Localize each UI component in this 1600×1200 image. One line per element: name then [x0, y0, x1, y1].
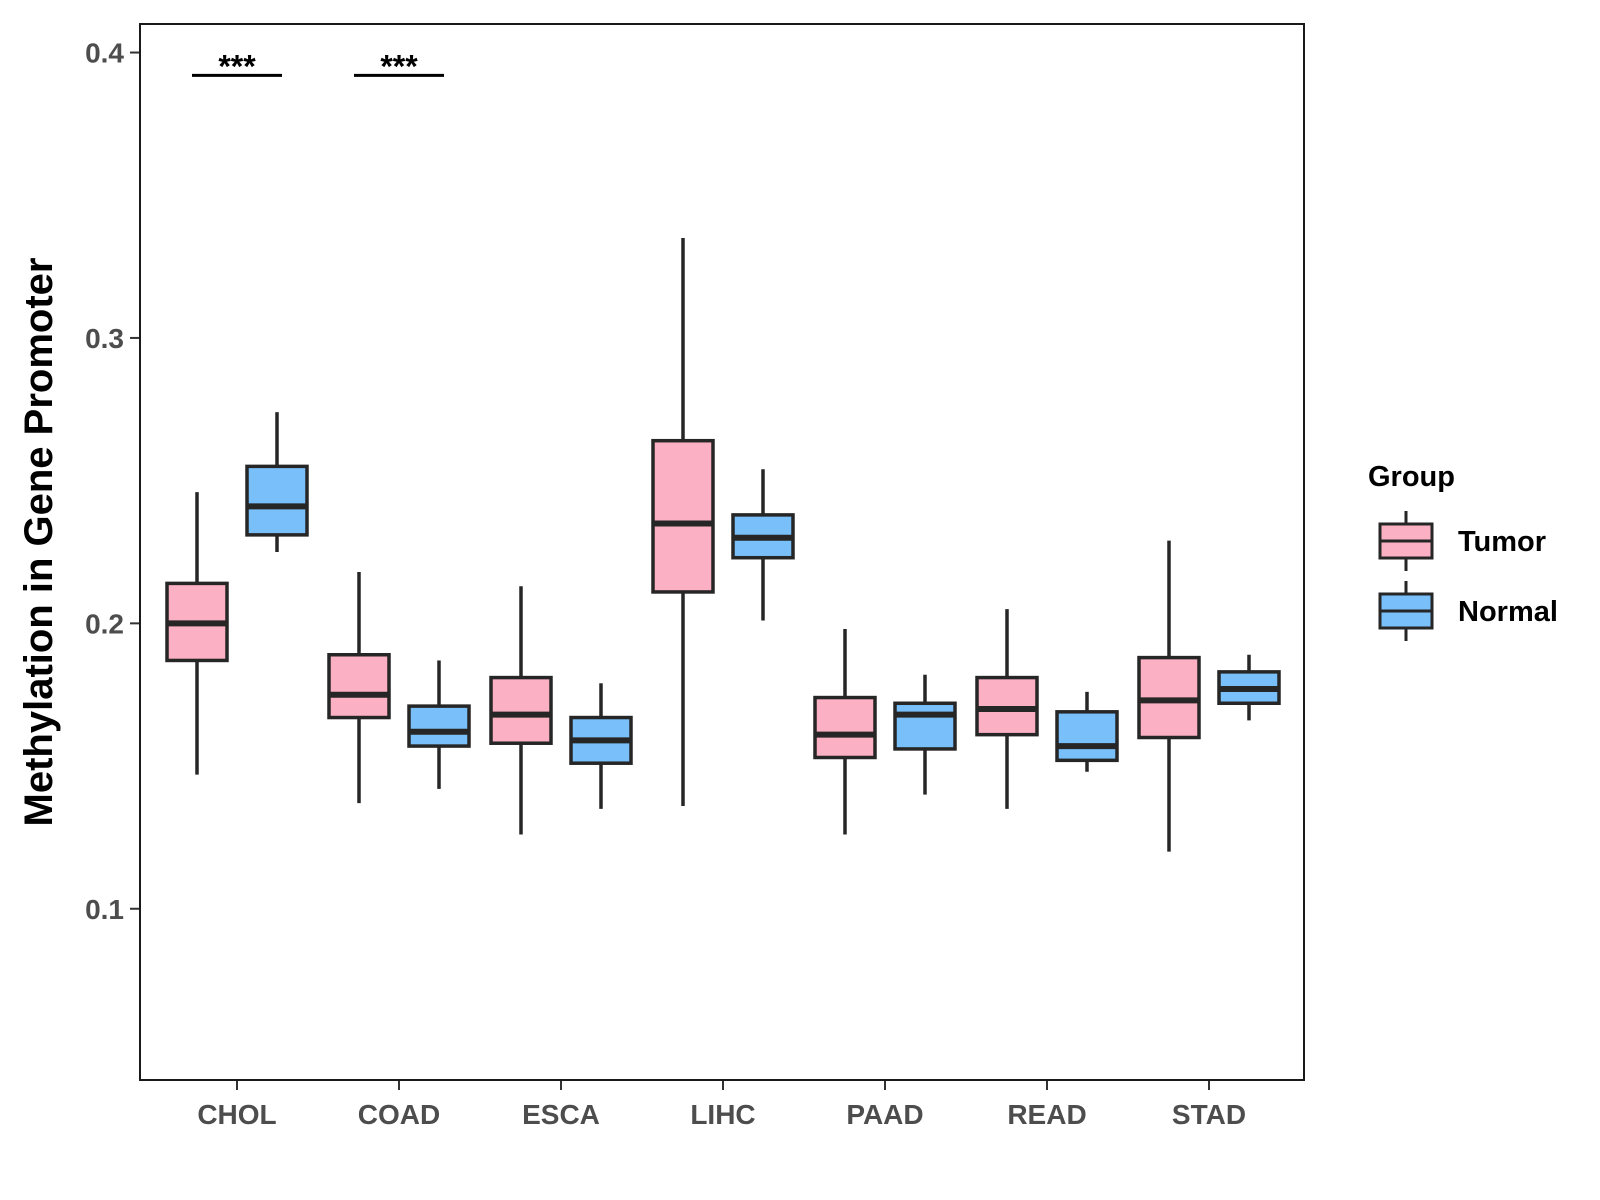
box-normal-lihc — [731, 469, 795, 621]
legend: Group Tumor Normal — [1368, 461, 1558, 641]
significance-annotations: *** *** — [192, 48, 444, 84]
x-tick-label: ESCA — [522, 1099, 600, 1130]
legend-label-normal: Normal — [1458, 596, 1558, 628]
box-normal-stad — [1217, 654, 1281, 721]
legend-key-normal — [1378, 581, 1434, 641]
box-body — [651, 438, 715, 594]
box-group — [165, 238, 1281, 852]
x-tick-label: CHOL — [197, 1099, 276, 1130]
y-tick-label: 0.4 — [85, 38, 124, 69]
y-axis: 0.1 0.2 0.3 0.4 — [85, 38, 140, 925]
y-tick-label: 0.1 — [85, 894, 124, 925]
box-normal-coad — [407, 660, 471, 789]
y-tick-label: 0.3 — [85, 323, 124, 354]
x-tick-label: LIHC — [690, 1099, 755, 1130]
box-body — [813, 695, 877, 760]
significance-label: *** — [218, 48, 256, 84]
x-tick-label: READ — [1007, 1099, 1086, 1130]
legend-key-tumor — [1378, 511, 1434, 571]
box-tumor-read — [975, 609, 1039, 809]
y-tick-label: 0.2 — [85, 608, 124, 639]
box-tumor-coad — [327, 571, 391, 804]
box-normal-esca — [569, 683, 633, 809]
box-body — [489, 675, 553, 745]
box-body — [327, 652, 391, 720]
box-body — [1055, 710, 1119, 763]
legend-title: Group — [1368, 461, 1455, 493]
plot-panel-border — [139, 23, 1305, 1081]
box-body — [893, 701, 957, 751]
box-tumor-chol — [165, 492, 229, 775]
y-axis-title: Methylation in Gene Promoter — [17, 258, 61, 827]
box-tumor-esca — [489, 586, 553, 835]
box-normal-chol — [245, 412, 309, 552]
x-tick-label: PAAD — [846, 1099, 923, 1130]
x-axis: CHOL COAD ESCA LIHC PAAD READ STAD — [197, 1080, 1246, 1130]
box-body — [407, 704, 471, 748]
box-normal-read — [1055, 691, 1119, 772]
box-tumor-lihc — [651, 238, 715, 807]
legend-label-tumor: Tumor — [1458, 526, 1546, 558]
x-tick-label: STAD — [1172, 1099, 1246, 1130]
box-tumor-stad — [1137, 540, 1201, 852]
x-tick-label: COAD — [358, 1099, 440, 1130]
box-normal-paad — [893, 674, 957, 795]
box-body — [245, 464, 309, 537]
box-tumor-paad — [813, 629, 877, 835]
significance-label: *** — [380, 48, 418, 84]
